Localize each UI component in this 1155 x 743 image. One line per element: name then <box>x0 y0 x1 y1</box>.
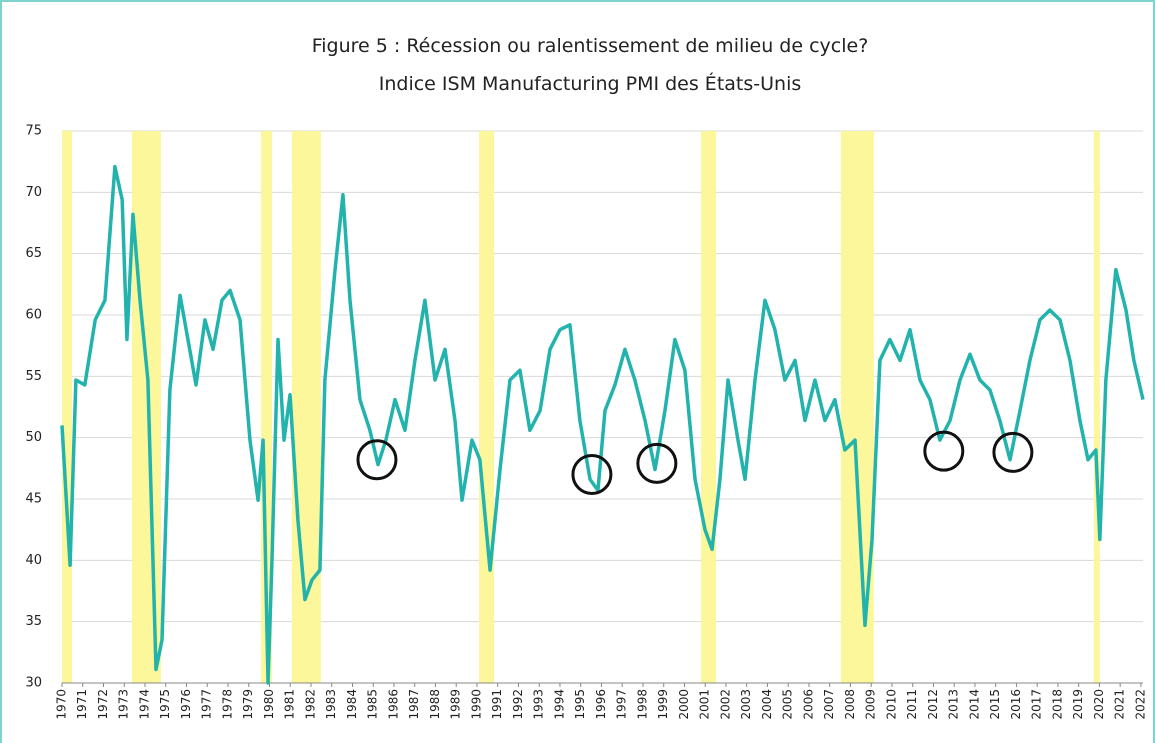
y-tick-label: 35 <box>25 614 42 629</box>
x-tick-label: 1974 <box>137 689 151 720</box>
x-tick-label: 1995 <box>573 689 587 720</box>
recession-band <box>1093 131 1100 683</box>
x-tick-label: 1991 <box>490 689 504 720</box>
x-tick-label: 1978 <box>220 689 234 720</box>
x-tick-label: 1988 <box>428 689 442 720</box>
x-tick-label: 2012 <box>926 689 940 720</box>
x-tick-label: 1983 <box>324 689 338 720</box>
y-tick-label: 40 <box>25 553 42 568</box>
x-tick-label: 1982 <box>303 689 317 720</box>
x-tick-label: 2021 <box>1113 689 1127 720</box>
x-tick-label: 1998 <box>635 689 649 720</box>
highlight-circle <box>923 430 965 472</box>
chart-subtitle: Indice ISM Manufacturing PMI des États-U… <box>379 72 802 95</box>
x-tick-label: 1973 <box>117 689 131 720</box>
x-tick-label: 2017 <box>1030 689 1044 720</box>
x-tick-label: 2008 <box>843 689 857 720</box>
recession-band <box>62 131 72 683</box>
x-tick-label: 1979 <box>241 689 255 720</box>
x-tick-label: 2010 <box>884 689 898 720</box>
x-tick-label: 1984 <box>345 689 359 720</box>
x-tick-label: 1976 <box>179 689 193 720</box>
y-tick-label: 60 <box>25 308 42 323</box>
x-tick-label: 2003 <box>739 689 753 720</box>
y-tick-label: 45 <box>25 492 42 507</box>
recession-band <box>260 131 272 683</box>
x-tick-label: 2006 <box>801 689 815 720</box>
x-tick-label: 2018 <box>1050 689 1064 720</box>
x-tick-label: 1972 <box>96 689 110 720</box>
x-tick-label: 1989 <box>449 689 463 720</box>
x-tick-label: 2011 <box>905 689 919 720</box>
x-tick-label: 1996 <box>594 689 608 720</box>
y-tick-label: 30 <box>25 676 42 691</box>
highlight-circle <box>636 442 678 484</box>
highlight-circle <box>992 431 1034 473</box>
y-tick-label: 55 <box>25 369 42 384</box>
x-tick-label: 2009 <box>864 689 878 720</box>
x-tick-label: 2007 <box>822 689 836 720</box>
y-tick-label: 70 <box>25 185 42 200</box>
x-tick-label: 1997 <box>615 689 629 720</box>
highlight-circle <box>356 439 398 481</box>
x-tick-label: 1999 <box>656 689 670 720</box>
y-tick-label: 75 <box>25 124 42 139</box>
x-tick-label: 2005 <box>781 689 795 720</box>
x-tick-label: 2000 <box>677 689 691 720</box>
x-tick-label: 1993 <box>532 689 546 720</box>
x-tick-label: 2016 <box>1009 689 1023 720</box>
highlight-circle <box>571 453 613 495</box>
y-tick-label: 65 <box>25 246 42 261</box>
x-tick-label: 1992 <box>511 689 525 720</box>
x-tick-label: 1994 <box>552 689 566 720</box>
x-tick-label: 2004 <box>760 689 774 720</box>
x-tick-label: 1990 <box>469 689 483 720</box>
x-tick-label: 2022 <box>1133 689 1147 720</box>
x-tick-label: 1986 <box>386 689 400 720</box>
recession-band <box>479 131 494 683</box>
x-tick-label: 1980 <box>262 689 276 720</box>
x-tick-label: 2002 <box>718 689 732 720</box>
recession-band <box>840 131 874 683</box>
chart-title: Figure 5 : Récession ou ralentissement d… <box>312 35 869 57</box>
x-tick-label: 2013 <box>947 689 961 720</box>
x-tick-label: 2014 <box>967 689 981 720</box>
recession-band <box>701 131 716 683</box>
pmi-line <box>60 164 1145 685</box>
x-tick-label: 1970 <box>55 689 69 720</box>
x-tick-label: 1985 <box>366 689 380 720</box>
x-tick-label: 2001 <box>698 689 712 720</box>
recession-band <box>131 131 161 683</box>
y-tick-label: 50 <box>25 430 42 445</box>
x-tick-label: 1987 <box>407 689 421 720</box>
x-tick-label: 1981 <box>283 689 297 720</box>
x-tick-label: 2015 <box>988 689 1002 720</box>
x-tick-label: 2020 <box>1092 689 1106 720</box>
x-tick-label: 1971 <box>75 689 89 720</box>
x-tick-label: 1975 <box>158 689 172 720</box>
x-tick-label: 2019 <box>1071 689 1085 720</box>
x-tick-label: 1977 <box>200 689 214 720</box>
